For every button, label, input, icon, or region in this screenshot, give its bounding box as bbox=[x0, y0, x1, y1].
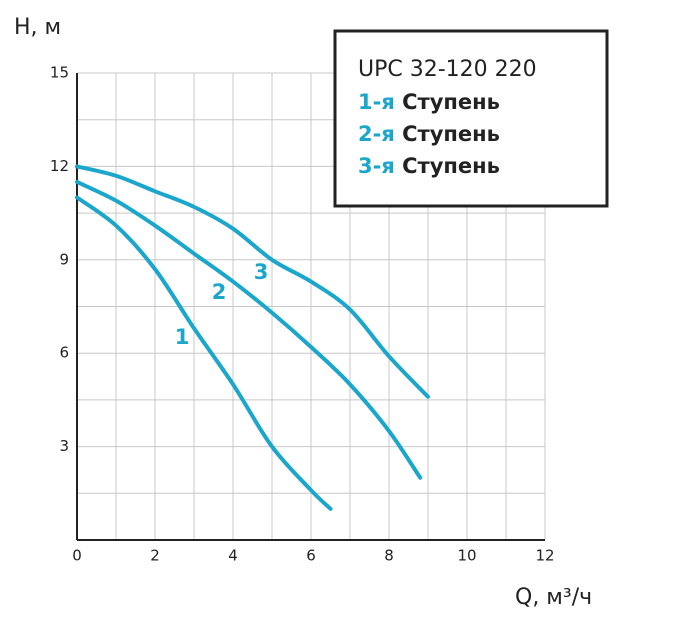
x-tick-label: 8 bbox=[384, 547, 394, 565]
x-tick-label: 6 bbox=[306, 547, 316, 565]
legend-entry: 2-я Ступень bbox=[358, 122, 500, 146]
curve bbox=[75, 164, 430, 399]
x-tick-label: 4 bbox=[228, 547, 238, 565]
legend-entry: 1-я Ступень bbox=[358, 90, 500, 114]
y-tick-label: 6 bbox=[59, 344, 69, 362]
curve bbox=[75, 195, 333, 511]
x-tick-label: 2 bbox=[150, 547, 160, 565]
legend-box bbox=[333, 29, 609, 208]
curve-label: 2 bbox=[212, 280, 227, 304]
y-tick-label: 3 bbox=[59, 437, 69, 455]
x-axis-label: Q, м³/ч bbox=[515, 585, 592, 610]
curve bbox=[75, 179, 423, 480]
curve-label: 1 bbox=[175, 325, 190, 349]
legend-entry: 3-я Ступень bbox=[358, 154, 500, 178]
curve-label: 3 bbox=[254, 260, 269, 284]
y-tick-label: 9 bbox=[59, 250, 69, 268]
y-axis-label: H, м bbox=[14, 15, 61, 40]
legend-title: UPC 32-120 220 bbox=[358, 57, 537, 82]
y-tick-label: 12 bbox=[50, 157, 69, 175]
y-tick-label: 15 bbox=[50, 64, 69, 82]
x-tick-label: 12 bbox=[535, 547, 554, 565]
x-tick-label: 10 bbox=[457, 547, 476, 565]
x-tick-label: 0 bbox=[72, 547, 82, 565]
